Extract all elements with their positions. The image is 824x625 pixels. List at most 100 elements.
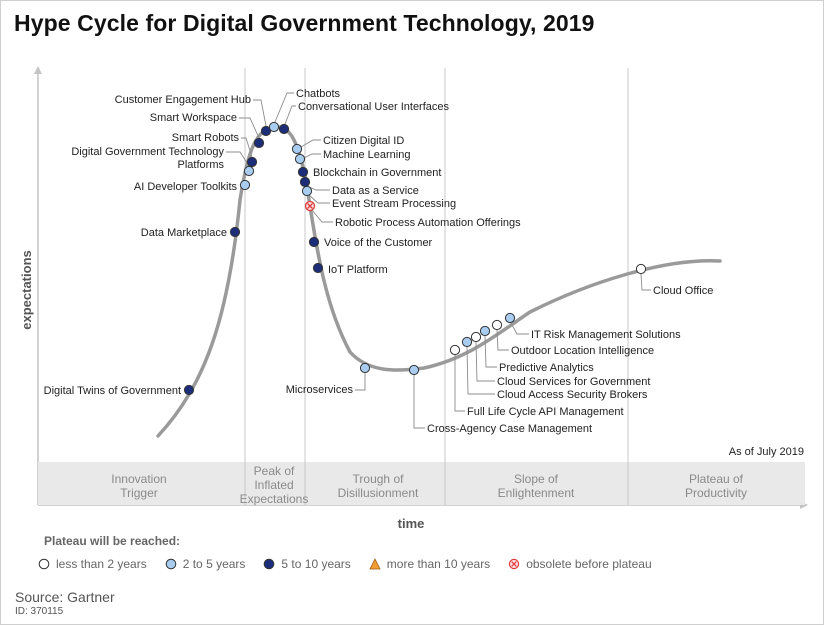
label-outdoor-location-intelligence: Outdoor Location Intelligence bbox=[511, 345, 654, 357]
label-conversational-user-interfaces: Conversational User Interfaces bbox=[298, 101, 450, 113]
legend-symbol-circle-icon bbox=[38, 558, 50, 570]
label-machine-learning: Machine Learning bbox=[323, 149, 410, 161]
point-customer-engagement-hub bbox=[260, 125, 272, 137]
as-of-date: As of July 2019 bbox=[729, 446, 804, 458]
label-robotic-process-automation-offerings: Robotic Process Automation Offerings bbox=[335, 217, 521, 229]
phase-label-peak-of-inflated-expectations: Peak of Inflated Expectations bbox=[240, 464, 309, 506]
leader-line-cross-agency-case-management bbox=[413, 375, 425, 429]
point-digital-twins-of-government bbox=[183, 384, 195, 396]
legend-item-more-than-10-years: more than 10 years bbox=[369, 557, 490, 571]
leader-line-cloud-access-security-brokers bbox=[466, 346, 495, 395]
legend-item-2-to-5-years: 2 to 5 years bbox=[165, 557, 246, 571]
leader-line-conversational-user-interfaces bbox=[284, 105, 296, 125]
leader-line-chatbots bbox=[274, 92, 294, 123]
leader-line-smart-workspace bbox=[239, 117, 260, 139]
legend-symbol-cross-circle-icon bbox=[508, 558, 520, 570]
label-blockchain-in-government: Blockchain in Government bbox=[313, 167, 441, 179]
point-citizen-digital-id bbox=[291, 143, 303, 155]
source-note: Source: Gartner bbox=[15, 589, 115, 605]
point-data-marketplace bbox=[229, 226, 241, 238]
point-digital-government-technology-platforms bbox=[243, 165, 255, 177]
label-cloud-access-security-brokers: Cloud Access Security Brokers bbox=[497, 389, 648, 401]
label-smart-workspace: Smart Workspace bbox=[150, 112, 237, 124]
point-cloud-access-security-brokers bbox=[461, 336, 473, 348]
point-cloud-office bbox=[635, 263, 647, 275]
label-iot-platform: IoT Platform bbox=[328, 264, 388, 276]
legend-item-less-than-2-years: less than 2 years bbox=[38, 557, 147, 571]
point-event-stream-processing bbox=[301, 185, 313, 197]
point-robotic-process-automation-offerings bbox=[304, 200, 316, 212]
point-blockchain-in-government bbox=[297, 166, 309, 178]
point-iot-platform bbox=[312, 262, 324, 274]
point-predictive-analytics bbox=[479, 325, 491, 337]
y-axis-arrow-icon bbox=[34, 66, 42, 74]
legend-label: 5 to 10 years bbox=[281, 557, 351, 571]
legend: less than 2 years 2 to 5 years 5 to 10 yea… bbox=[38, 557, 670, 571]
leader-line-it-risk-management-solutions bbox=[510, 322, 529, 335]
label-microservices: Microservices bbox=[286, 384, 354, 396]
leader-line-digital-government-technology-platforms bbox=[226, 151, 250, 167]
legend-label: less than 2 years bbox=[56, 557, 147, 571]
x-axis-label: time bbox=[398, 516, 425, 531]
point-it-risk-management-solutions bbox=[504, 312, 516, 324]
leader-line-outdoor-location-intelligence bbox=[496, 329, 509, 351]
legend-label: more than 10 years bbox=[386, 557, 491, 571]
legend-label: 2 to 5 years bbox=[182, 557, 246, 571]
label-digital-twins-of-government: Digital Twins of Government bbox=[44, 385, 181, 397]
leader-line-cloud-services-for-government bbox=[475, 341, 495, 382]
phase-band bbox=[38, 462, 805, 505]
label-chatbots: Chatbots bbox=[296, 88, 341, 100]
leader-line-event-stream-processing bbox=[308, 194, 330, 204]
point-smart-robots bbox=[246, 156, 258, 168]
phase-label-innovation-trigger: Innovation Trigger bbox=[111, 472, 166, 500]
leader-line-cloud-office bbox=[640, 273, 651, 291]
legend-item-5-to-10-years: 5 to 10 years bbox=[263, 557, 351, 571]
point-cross-agency-case-management bbox=[408, 364, 420, 376]
y-axis-label: expectations bbox=[19, 250, 34, 329]
label-voice-of-the-customer: Voice of the Customer bbox=[324, 237, 433, 249]
label-data-as-a-service: Data as a Service bbox=[332, 185, 419, 197]
label-customer-engagement-hub: Customer Engagement Hub bbox=[115, 94, 251, 106]
label-cross-agency-case-management: Cross-Agency Case Management bbox=[427, 423, 592, 435]
label-cloud-office: Cloud Office bbox=[653, 285, 713, 297]
label-ai-developer-toolkits: AI Developer Toolkits bbox=[134, 181, 238, 193]
legend-label: obsolete before plateau bbox=[526, 557, 652, 571]
label-digital-government-technology-platforms: Digital Government Technology Platforms bbox=[71, 146, 224, 171]
phase-label-plateau-of-productivity: Plateau of Productivity bbox=[685, 472, 747, 500]
leader-line-smart-robots bbox=[241, 137, 253, 158]
label-predictive-analytics: Predictive Analytics bbox=[499, 362, 594, 374]
phase-label-trough-of-disillusionment: Trough of Disillusionment bbox=[338, 472, 419, 500]
label-data-marketplace: Data Marketplace bbox=[141, 227, 227, 239]
label-event-stream-processing: Event Stream Processing bbox=[332, 198, 456, 210]
point-cloud-services-for-government bbox=[470, 331, 482, 343]
legend-item-obsolete-before-plateau: obsolete before plateau bbox=[508, 557, 652, 571]
leader-line-robotic-process-automation-offerings bbox=[311, 209, 333, 223]
point-outdoor-location-intelligence bbox=[491, 319, 503, 331]
legend-symbol-circle-icon bbox=[165, 558, 177, 570]
point-chatbots bbox=[268, 121, 280, 133]
chart-title: Hype Cycle for Digital Government Techno… bbox=[14, 10, 595, 36]
label-cloud-services-for-government: Cloud Services for Government bbox=[497, 376, 650, 388]
document-id: ID: 370115 bbox=[15, 606, 64, 617]
label-citizen-digital-id: Citizen Digital ID bbox=[323, 135, 404, 147]
leader-line-citizen-digital-id bbox=[300, 139, 321, 148]
point-ai-developer-toolkits bbox=[239, 179, 251, 191]
point-machine-learning bbox=[294, 153, 306, 165]
legend-symbol-circle-icon bbox=[264, 558, 275, 570]
leader-line-full-life-cycle-api-management bbox=[454, 355, 465, 412]
label-smart-robots: Smart Robots bbox=[172, 132, 240, 144]
label-it-risk-management-solutions: IT Risk Management Solutions bbox=[531, 329, 681, 341]
legend-symbol-triangle-icon bbox=[369, 558, 381, 570]
point-full-life-cycle-api-management bbox=[449, 344, 461, 356]
point-microservices bbox=[359, 362, 371, 374]
leader-line-microservices bbox=[355, 373, 366, 391]
point-conversational-user-interfaces bbox=[278, 123, 290, 135]
phase-label-slope-of-enlightenment: Slope of Enlightenment bbox=[498, 472, 575, 500]
hype-curve bbox=[156, 125, 722, 438]
point-data-as-a-service bbox=[299, 176, 311, 188]
point-smart-workspace bbox=[253, 137, 265, 149]
leader-line-customer-engagement-hub bbox=[253, 99, 267, 127]
leader-line-predictive-analytics bbox=[484, 335, 497, 368]
point-voice-of-the-customer bbox=[308, 236, 320, 248]
